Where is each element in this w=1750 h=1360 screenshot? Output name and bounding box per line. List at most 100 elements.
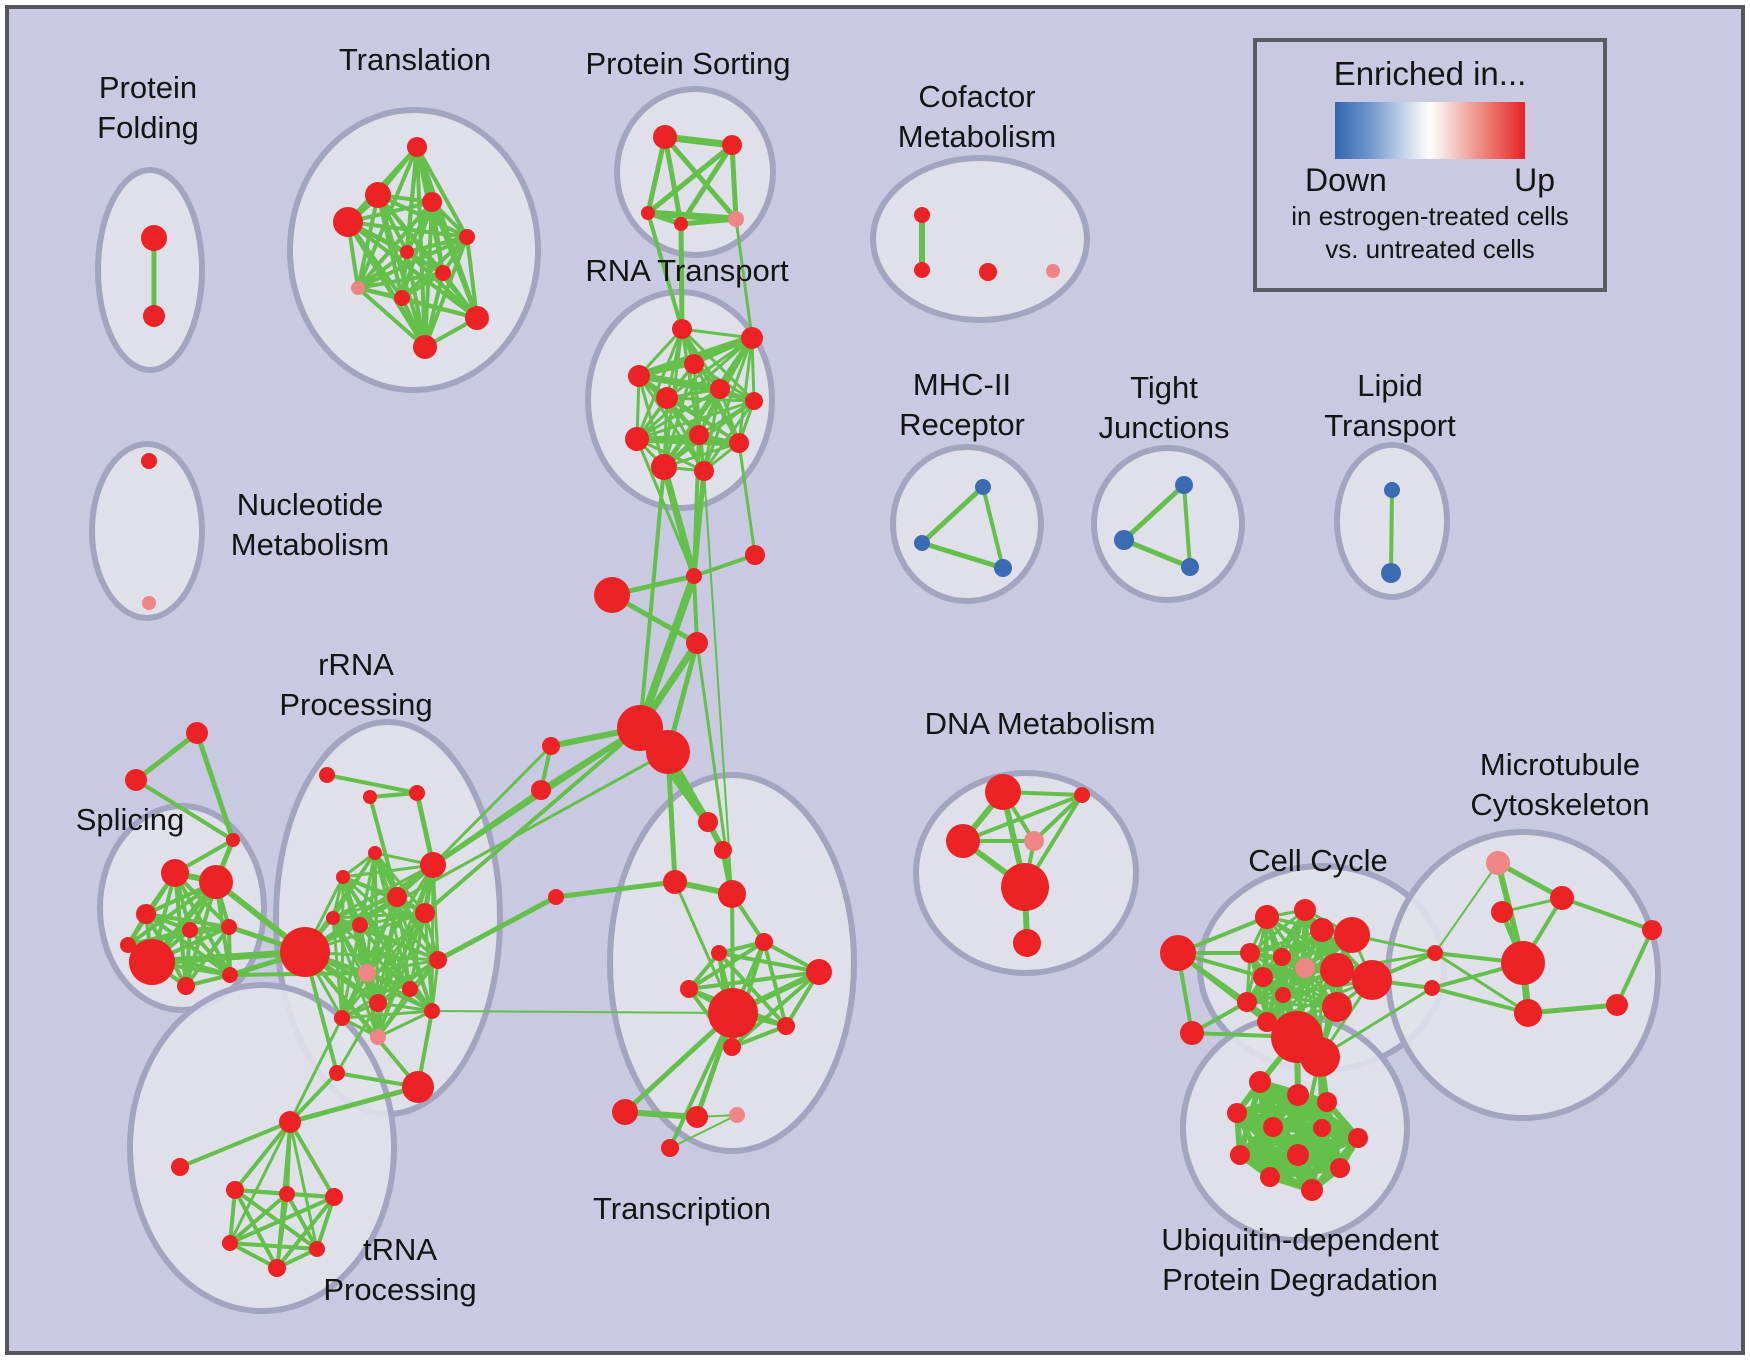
nucleotide_metabolism-label: Nucleotide: [237, 487, 383, 522]
splicing-node: [177, 977, 195, 995]
splicing-node: [161, 859, 189, 887]
rna_transport-node: [745, 392, 763, 410]
network-edge: [340, 958, 440, 1020]
transcription-node: [723, 1038, 741, 1056]
splicing-node: [120, 937, 136, 953]
rrna_processing-node: [420, 852, 446, 878]
network-edge: [331, 911, 427, 920]
dna_metabolism-node: [946, 824, 980, 858]
network-edge: [288, 1071, 339, 1124]
network-edge: [134, 778, 235, 842]
protein_folding-cluster-ellipse: [95, 167, 205, 373]
network-edge: [423, 235, 469, 349]
trna_processing-cluster-ellipse: [127, 982, 397, 1314]
microtubule-node: [1606, 994, 1628, 1016]
rna_transport-node: [689, 425, 709, 445]
rrna_processing-node: [370, 1029, 386, 1045]
network-edge: [637, 374, 706, 473]
tight_junctions-cluster-ellipse: [1091, 445, 1245, 603]
network-edge: [692, 574, 699, 645]
rrna_processing-node: [326, 911, 340, 925]
network-edge: [1433, 951, 1530, 1015]
cell_cycle-label: Cell Cycle: [1248, 843, 1388, 878]
rrna_processing-node: [368, 846, 382, 860]
translation-node: [351, 281, 365, 295]
translation-label: Translation: [339, 42, 491, 77]
cell_cycle-node: [1255, 905, 1279, 929]
network-edge: [356, 193, 380, 290]
rna_transport-node: [628, 365, 650, 387]
transcription-node: [711, 945, 727, 961]
network-edge: [376, 193, 427, 349]
tight_junctions-label: Tight: [1130, 370, 1198, 405]
translation-node: [333, 207, 363, 237]
trna_processing-node: [268, 1259, 286, 1277]
cell_cycle-node: [1253, 967, 1273, 987]
network-edge: [1495, 860, 1565, 901]
protein_sorting-node: [728, 211, 744, 227]
rrna_processing-node: [336, 870, 350, 884]
network-edge: [356, 235, 469, 290]
ubiquitin-label: Ubiquitin-dependent: [1161, 1222, 1439, 1257]
tight_junctions-label: Junctions: [1099, 410, 1230, 445]
network-edge: [1248, 908, 1307, 955]
transcription-node: [708, 988, 758, 1038]
tight_junctions-node: [1175, 476, 1193, 494]
protein_sorting-node: [674, 217, 688, 231]
network-edge: [635, 372, 724, 393]
ubiquitin-node: [1230, 1145, 1250, 1165]
legend-up-label: Up: [1514, 162, 1555, 198]
network-edge: [376, 1001, 434, 1013]
network-edge: [703, 470, 733, 895]
trna_processing-node: [222, 1235, 238, 1251]
network-edge: [365, 958, 440, 975]
central-node: [646, 730, 690, 774]
network-edge: [1267, 1165, 1343, 1180]
network-edge: [178, 1120, 292, 1169]
network-edge: [729, 142, 739, 222]
nucleotide_metabolism-cluster-ellipse: [89, 441, 205, 621]
network-edge: [1245, 1000, 1339, 1009]
mhc2_receptor-label: Receptor: [899, 407, 1025, 442]
network-edge: [233, 1188, 319, 1251]
microtubule-label: Cytoskeleton: [1470, 787, 1649, 822]
splicing-node: [182, 922, 198, 938]
network-edge: [730, 1024, 788, 1049]
network-edge: [133, 730, 200, 783]
central-node: [594, 577, 630, 613]
translation-node: [465, 306, 489, 330]
rrna_processing-node: [334, 1010, 350, 1026]
network-edge: [692, 553, 757, 578]
translation-node: [435, 265, 451, 281]
network-edge: [646, 211, 684, 331]
network-edge: [331, 895, 399, 920]
network-edge: [662, 134, 739, 222]
central-node: [531, 780, 551, 800]
network-edge: [340, 895, 399, 1020]
network-edge: [665, 336, 754, 400]
cofactor_metabolism-node: [979, 263, 997, 281]
network-edge: [687, 940, 766, 991]
ubiquitin-node: [1263, 1117, 1283, 1137]
legend-title: Enriched in...: [1333, 55, 1527, 92]
rrna_processing-node: [329, 1065, 345, 1081]
cell_cycle-node: [1240, 943, 1260, 963]
trna_processing-node: [171, 1158, 189, 1176]
network-edge: [288, 1016, 344, 1124]
transcription-node: [806, 959, 832, 985]
cofactor_metabolism-label: Metabolism: [898, 119, 1057, 154]
cell_cycle-node: [1160, 935, 1196, 971]
network-edge: [645, 142, 735, 216]
tight_junctions-node: [1114, 530, 1134, 550]
dna_metabolism-node: [1024, 831, 1044, 851]
network-edge: [227, 925, 232, 977]
network-edge: [415, 145, 469, 239]
translation-node: [365, 182, 391, 208]
network-edge: [669, 1114, 738, 1149]
network-edge: [919, 540, 1006, 571]
network-edge: [376, 911, 427, 1039]
transcription-node: [777, 1017, 795, 1035]
network-edge: [717, 951, 821, 974]
mhc2_receptor-node: [994, 559, 1012, 577]
